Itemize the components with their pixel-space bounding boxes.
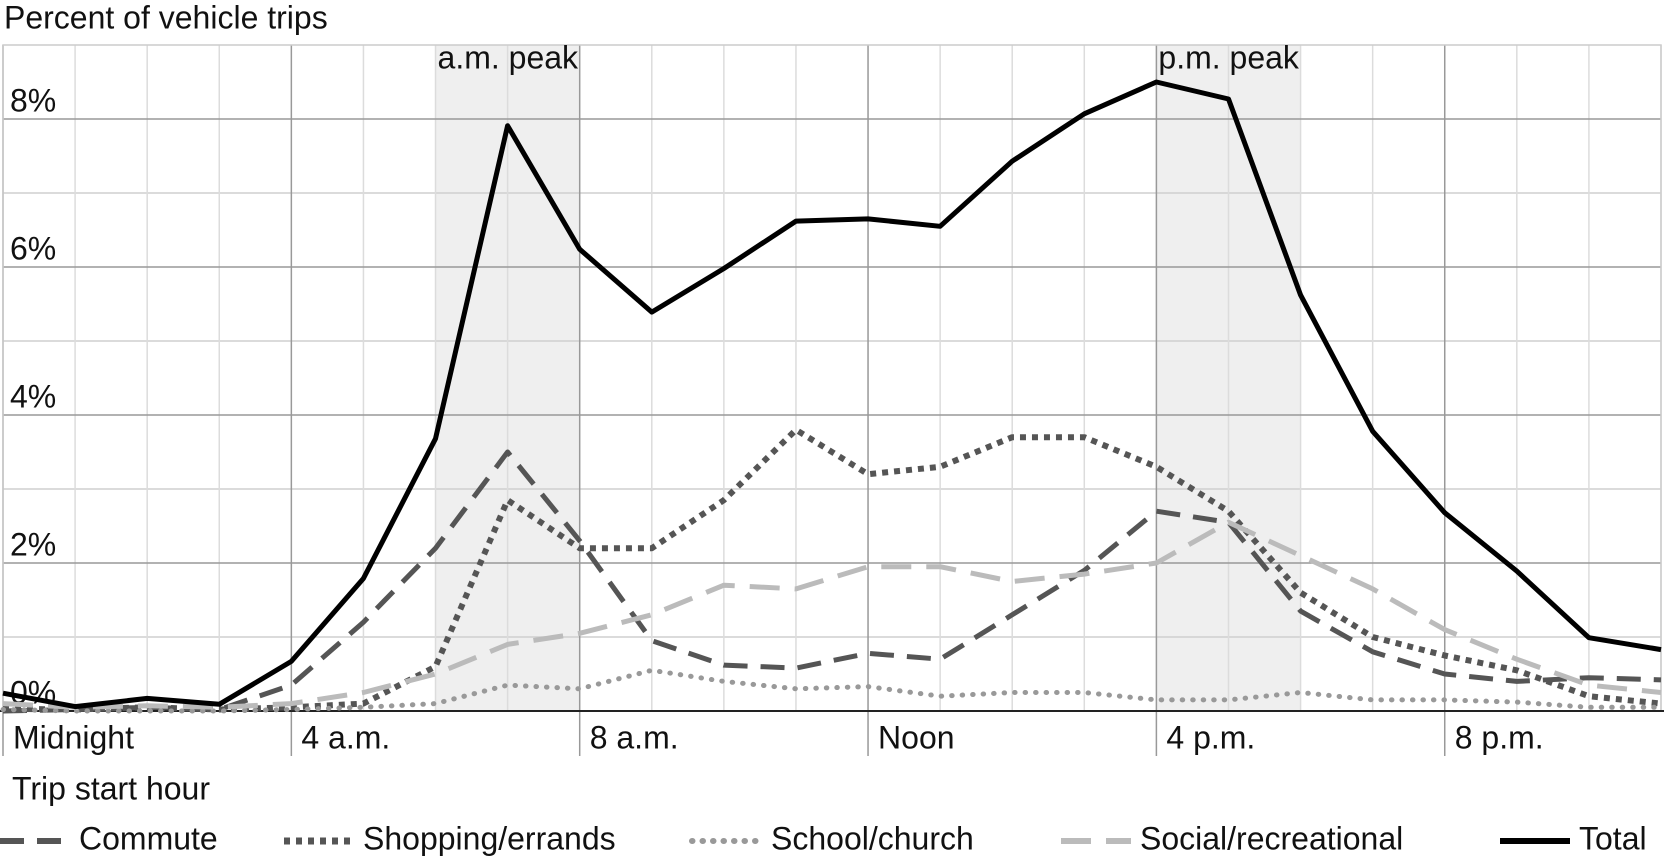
x-tick-label: Noon: [878, 719, 955, 755]
y-axis-title: Percent of vehicle trips: [4, 0, 328, 35]
y-tick-label: 6%: [10, 230, 56, 266]
x-tick-label: 4 a.m.: [301, 719, 390, 755]
peak-label: a.m. peak: [438, 39, 580, 75]
series-line: [2, 426, 1662, 713]
series-line: [2, 449, 1662, 714]
legend-label: Shopping/errands: [363, 820, 616, 856]
legend-label: Total: [1579, 820, 1647, 856]
x-tick-label: 8 a.m.: [590, 719, 679, 755]
y-tick-label: 8%: [10, 82, 56, 118]
series-line: [2, 519, 1662, 710]
y-tick-label: 4%: [10, 378, 56, 414]
legend-label: School/church: [771, 820, 974, 856]
x-tick-label: Midnight: [13, 719, 134, 755]
legend-label: Social/recreational: [1140, 820, 1403, 856]
peak-label: p.m. peak: [1158, 39, 1300, 75]
x-tick-label: 8 p.m.: [1455, 719, 1544, 755]
x-tick-label: 4 p.m.: [1166, 719, 1255, 755]
y-tick-label: 2%: [10, 526, 56, 562]
legend-label: Commute: [79, 820, 218, 856]
x-axis-title: Trip start hour: [12, 770, 210, 806]
series-line: [2, 79, 1662, 710]
